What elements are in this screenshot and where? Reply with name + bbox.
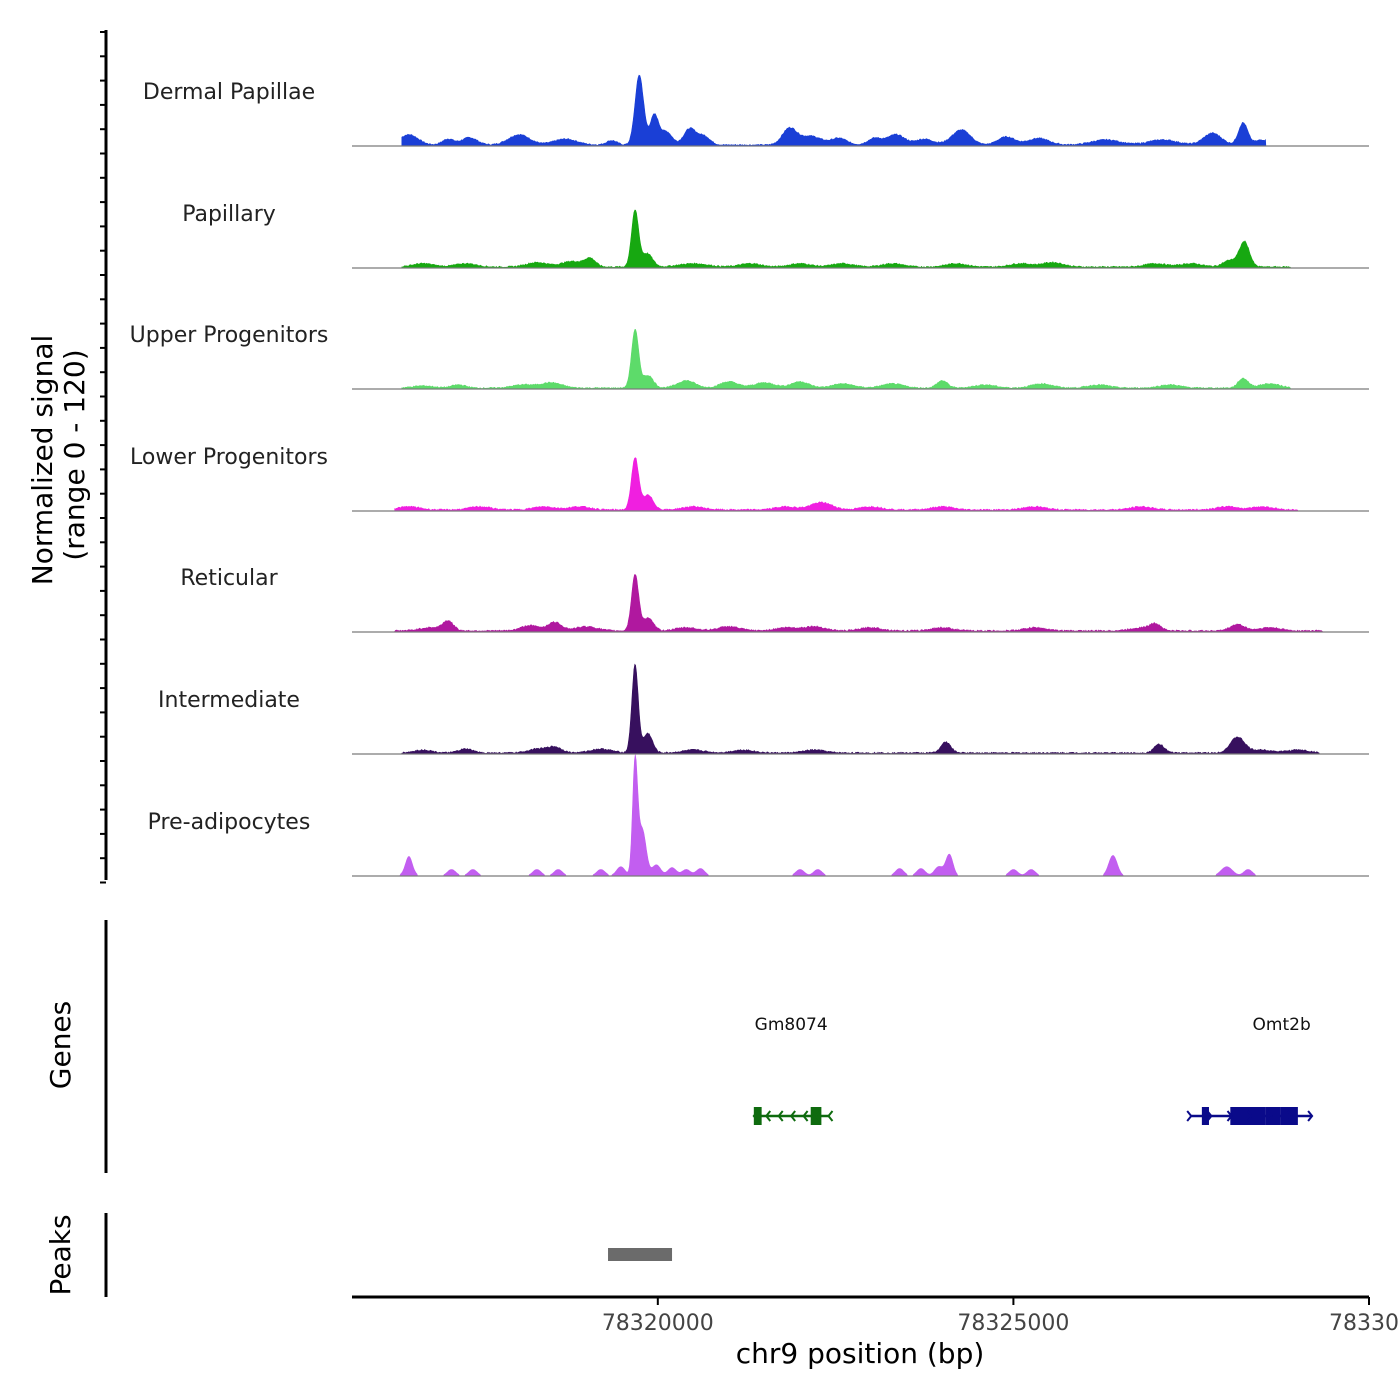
gene-strand-arrow [1206,1110,1213,1122]
track-label: Pre-adipocytes [148,810,311,835]
peak-region [608,1248,673,1261]
gene-strand-arrow [814,1110,821,1122]
track-papillary: Papillary [182,202,1369,269]
x-tick-label: 78325000 [957,1311,1069,1336]
gene-omt2b: Omt2b [1186,1015,1314,1125]
coverage-area [394,457,1299,512]
gene-strand-arrow [1246,1110,1253,1122]
track-lower-progenitors: Lower Progenitors [130,445,1369,512]
gene-strand-arrow [1186,1110,1193,1122]
track-label: Dermal Papillae [143,80,315,105]
gene-exon [1280,1107,1298,1125]
coverage-area [401,74,1267,147]
track-pre-adipocytes: Pre-adipocytes [148,754,1369,877]
gene-strand-arrow [802,1110,809,1122]
peak-track [608,1248,673,1261]
gene-strand-arrow [1267,1110,1274,1122]
track-label: Lower Progenitors [130,445,328,470]
track-label: Upper Progenitors [130,323,329,348]
gene-strand-arrow [789,1110,796,1122]
track-upper-progenitors: Upper Progenitors [130,323,1369,390]
coverage-area [401,663,1320,755]
coverage-area [394,574,1324,633]
gene-label: Gm8074 [755,1015,828,1035]
track-label: Intermediate [158,688,300,713]
y-axis-range-label: (range 0 - 120) [58,349,91,560]
signal-y-axis [100,30,108,884]
track-intermediate: Intermediate [158,663,1369,755]
x-tick-label: 78320000 [602,1311,714,1336]
x-axis-label: chr9 position (bp) [736,1337,985,1370]
gene-label: Omt2b [1253,1015,1311,1035]
coverage-area [394,754,1277,877]
gene-strand-arrow [777,1110,784,1122]
gene-strand-arrow [827,1110,834,1122]
gene-strand-arrow [752,1110,759,1122]
coverage-area [401,209,1292,269]
gene-track: Gm8074 Omt2b [752,1015,1314,1125]
gene-exon [753,1107,762,1125]
x-tick-label: 783300 [1329,1311,1400,1336]
gene-strand-arrow [764,1110,772,1122]
x-axis: 78320000 78325000 783300 [352,1295,1400,1336]
gene-strand-arrow [1307,1110,1314,1122]
track-reticular: Reticular [180,566,1369,633]
gene-strand-arrow [1287,1110,1294,1122]
peaks-panel-label: Peaks [44,1214,77,1295]
track-dermal-papillae: Dermal Papillae [143,74,1369,147]
gene-exon [1230,1107,1266,1125]
gene-exon [1201,1107,1209,1125]
y-axis-label: Normalized signal [26,335,59,586]
coverage-tracks: Dermal Papillae Papillary Upper Progenitor… [130,74,1369,877]
track-label: Papillary [182,202,276,227]
gene-gm8074: Gm8074 [752,1015,834,1125]
track-label: Reticular [180,566,278,591]
coverage-area [401,329,1292,390]
genes-panel-label: Genes [44,1001,77,1089]
gene-strand-arrow [1226,1110,1233,1122]
